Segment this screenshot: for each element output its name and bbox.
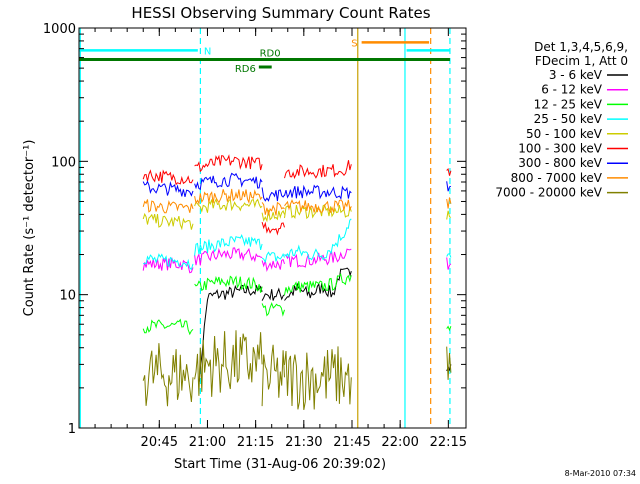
y-tick-label-0: 1 — [68, 422, 76, 437]
series-line-7-segment-3 — [284, 199, 352, 214]
series-line-7-segment-2 — [261, 201, 285, 217]
legend-header-line-2: FDecim 1, Att 0 — [535, 54, 628, 68]
series-line-5-segment-4 — [446, 167, 452, 176]
plot-frame — [78, 27, 467, 429]
series-line-2-segment-1 — [194, 275, 263, 293]
series-line-2-segment-3 — [284, 273, 352, 296]
annotation-label-s: S — [351, 38, 357, 49]
series-line-4-segment-2 — [261, 209, 285, 223]
annotation-label-rd6: RD6 — [235, 64, 256, 75]
footer-date: 8-Mar-2010 07:34 — [565, 469, 636, 478]
plot-area — [79, 28, 452, 428]
series-line-6-segment-2 — [261, 187, 285, 202]
series-line-2-segment-2 — [261, 301, 285, 317]
series-line-1-segment-4 — [446, 257, 452, 270]
legend-label-0: 3 - 6 keV — [549, 68, 603, 82]
series-line-5-segment-2 — [261, 221, 285, 236]
x-tick-label-4: 21:45 — [333, 435, 370, 450]
series-line-4-segment-0 — [142, 212, 194, 231]
series-line-6-segment-0 — [142, 180, 194, 198]
series-line-7-segment-4 — [446, 197, 452, 209]
series-line-0-segment-0 — [198, 284, 263, 382]
legend-label-1: 6 - 12 keV — [541, 83, 603, 97]
x-tick-label-2: 21:15 — [237, 435, 274, 450]
legend-header-line-1: Det 1,3,4,5,6,9, — [534, 40, 628, 54]
series-line-3-segment-4 — [446, 253, 452, 258]
series-line-6-segment-4 — [446, 181, 452, 192]
series-line-8-segment-1 — [194, 330, 263, 397]
x-tick-label-1: 21:00 — [189, 435, 226, 450]
x-tick-label-0: 20:45 — [141, 435, 178, 450]
y-tick-label-2: 100 — [51, 155, 76, 170]
legend-label-5: 100 - 300 keV — [518, 142, 602, 156]
series-line-7-segment-1 — [194, 188, 263, 205]
series-line-1-segment-2 — [261, 258, 285, 273]
series-line-2-segment-4 — [446, 325, 452, 332]
series-line-1-segment-1 — [194, 247, 263, 266]
axes-layer: 20:45 21:00 21:15 21:30 21:45 22:00 22:15 1 10 10… — [43, 22, 467, 450]
legend-label-4: 50 - 100 keV — [526, 127, 603, 141]
x-axis-label: Start Time (31-Aug-06 20:39:02) — [174, 457, 386, 472]
series-line-1-segment-0 — [142, 257, 194, 274]
series-line-5-segment-0 — [142, 169, 194, 186]
series-line-1-segment-3 — [284, 248, 352, 268]
series-line-2-segment-0 — [142, 318, 194, 336]
legend-label-3: 25 - 50 keV — [534, 112, 603, 126]
legend-label-7: 800 - 7000 keV — [511, 171, 603, 185]
legend-label-2: 12 - 25 keV — [534, 97, 603, 111]
series-line-3-segment-0 — [143, 253, 194, 271]
series-line-4-segment-4 — [446, 210, 452, 220]
series-line-8-segment-3 — [284, 346, 352, 410]
series-line-8-segment-0 — [142, 343, 194, 407]
series-line-0-segment-2 — [284, 267, 352, 301]
series-line-5-segment-1 — [194, 154, 263, 173]
series-line-6-segment-3 — [284, 184, 352, 200]
x-tick-label-5: 22:00 — [381, 435, 418, 450]
series-line-8-segment-2 — [261, 344, 285, 407]
series-line-0-segment-1 — [261, 287, 285, 301]
annotation-label-n: N — [204, 46, 211, 57]
y-tick-label-3: 1000 — [43, 22, 76, 37]
chart-title: HESSI Observing Summary Count Rates — [131, 4, 430, 22]
legend-label-8: 7000 - 20000 keV — [495, 186, 602, 200]
series-line-7-segment-0 — [142, 199, 194, 214]
series-line-3-segment-1 — [194, 234, 263, 256]
legend-label-6: 300 - 800 keV — [518, 156, 602, 170]
y-axis-label: Count Rate (s⁻¹ detector⁻¹) — [22, 140, 37, 317]
annotation-label-rd0: RD0 — [260, 49, 281, 60]
series-line-6-segment-1 — [194, 172, 263, 191]
series-line-5-segment-3 — [284, 160, 352, 180]
series-line-4-segment-3 — [284, 204, 352, 220]
x-tick-label-6: 22:15 — [430, 435, 467, 450]
series-line-3-segment-2 — [261, 251, 285, 264]
x-tick-label-3: 21:30 — [285, 435, 322, 450]
plot-layer: N S RD6 RD0 — [79, 28, 452, 428]
series-line-8-segment-4 — [446, 346, 452, 380]
y-tick-label-1: 10 — [59, 289, 76, 304]
series-line-3-segment-3 — [284, 218, 352, 261]
series-line-4-segment-1 — [194, 198, 263, 213]
